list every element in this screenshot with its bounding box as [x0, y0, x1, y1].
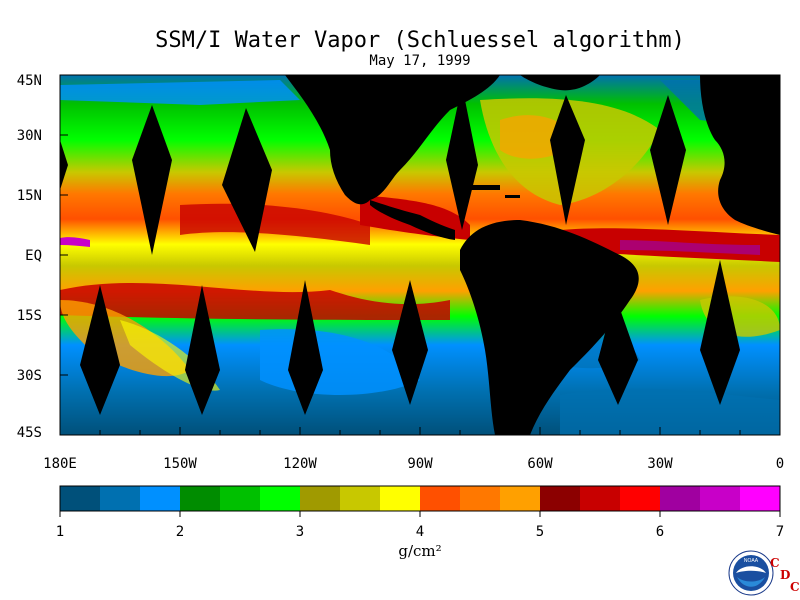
colorbar-tick-label: 3: [296, 524, 304, 540]
lat-label: 45N: [17, 73, 42, 89]
lon-label: 0: [776, 456, 784, 472]
colorbar-swatch: [300, 486, 341, 511]
noaa-logo: NOAA: [728, 550, 774, 596]
water-vapor-field: [60, 75, 780, 435]
colorbar-tick-label: 4: [416, 524, 424, 540]
lat-label: 30S: [17, 368, 42, 384]
colorbar-swatch: [220, 486, 261, 511]
colorbar-swatch: [380, 486, 421, 511]
colorbar-tick-label: 1: [56, 524, 64, 540]
noaa-text: NOAA: [744, 558, 759, 564]
lon-label: 60W: [527, 456, 553, 472]
lat-label: 45S: [17, 425, 42, 441]
cdc-letter: D: [780, 568, 791, 582]
colorbar-swatch: [620, 486, 661, 511]
lon-label: 120W: [283, 456, 317, 472]
colorbar-swatch: [580, 486, 621, 511]
colorbar-swatch: [420, 486, 461, 511]
colorbar-swatch: [660, 486, 701, 511]
lon-label: 150W: [163, 456, 197, 472]
colorbar-tick-label: 5: [536, 524, 544, 540]
colorbar-tick-label: 2: [176, 524, 184, 540]
lon-label: 30W: [647, 456, 673, 472]
colorbar-tick-label: 7: [776, 524, 784, 540]
colorbar-tick-label: 6: [656, 524, 664, 540]
lat-label: 15N: [17, 188, 42, 204]
colorbar-swatch: [540, 486, 581, 511]
map-date: May 17, 1999: [369, 53, 471, 69]
colorbar-swatch: [700, 486, 741, 511]
colorbar: [60, 486, 781, 511]
colorbar-swatch: [260, 486, 301, 511]
lat-label: EQ: [25, 248, 42, 264]
lat-label: 15S: [17, 308, 42, 324]
colorbar-swatch: [500, 486, 541, 511]
colorbar-swatch: [460, 486, 501, 511]
cdc-letter: C: [770, 556, 780, 570]
colorbar-unit: g/cm²: [398, 542, 441, 560]
map-title: SSM/I Water Vapor (Schluessel algorithm): [155, 28, 685, 53]
lon-label: 90W: [407, 456, 433, 472]
lon-label: 180E: [43, 456, 77, 472]
lat-label: 30N: [17, 128, 42, 144]
cdc-letter: C: [790, 580, 800, 594]
colorbar-swatch: [60, 486, 101, 511]
colorbar-swatch: [180, 486, 221, 511]
colorbar-swatch: [340, 486, 381, 511]
colorbar-swatch: [100, 486, 141, 511]
colorbar-swatch: [140, 486, 181, 511]
colorbar-swatch: [740, 486, 781, 511]
